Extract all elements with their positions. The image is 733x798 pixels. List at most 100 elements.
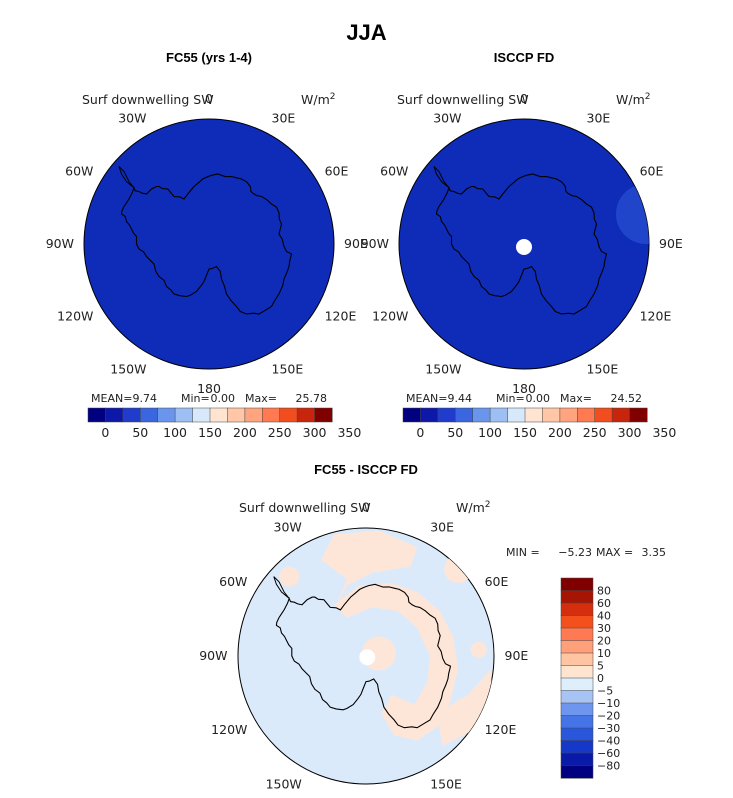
variable-label: Surf downwelling SW — [82, 92, 214, 107]
colorbar-swatch — [472, 407, 491, 423]
stat-max: 25.78 — [296, 392, 328, 405]
lon-label: 60E — [485, 574, 509, 589]
positive-anomaly — [321, 530, 418, 612]
colorbar-swatch — [437, 407, 456, 423]
colorbar-swatch — [209, 407, 228, 423]
colorbar-swatch — [420, 407, 439, 423]
lon-label: 120W — [211, 722, 247, 737]
lon-label: 180 — [197, 381, 221, 396]
colorbar-tick-label: −80 — [597, 760, 620, 773]
colorbar-swatch — [455, 407, 474, 423]
lon-label: 30E — [430, 519, 454, 534]
colorbar-swatch — [262, 407, 281, 423]
colorbar-swatch — [314, 407, 333, 423]
lon-label: 60W — [219, 574, 247, 589]
lon-label: 150W — [266, 777, 302, 792]
colorbar-swatch — [157, 407, 176, 423]
colorbar-swatch — [296, 407, 316, 423]
lon-label: 60E — [640, 164, 664, 179]
positive-anomaly — [436, 668, 492, 746]
colorbar-tick-label: 50 — [132, 425, 148, 440]
lon-label: 60W — [380, 164, 408, 179]
colorbar-swatch — [227, 407, 246, 423]
lon-label: 90E — [659, 236, 683, 251]
stat-min-label: MIN = — [506, 546, 540, 559]
colorbar-swatch — [594, 407, 613, 423]
colorbar-tick-label: 50 — [447, 425, 463, 440]
peninsula-coastline — [433, 166, 450, 189]
lon-label: 30E — [272, 110, 296, 125]
colorbar-swatch — [560, 627, 594, 642]
colorbar-tick-label: −10 — [597, 697, 620, 710]
lon-label: 120E — [640, 309, 672, 324]
colorbar-swatch — [489, 407, 509, 423]
units-label: W/m2 — [616, 92, 650, 107]
colorbar-tick-label: 30 — [597, 622, 611, 635]
stat-min: −5.23 — [558, 546, 592, 559]
map-disk — [83, 118, 335, 370]
lon-label: 30W — [274, 519, 302, 534]
figure-title: JJA — [346, 20, 386, 45]
lon-label: 150E — [587, 362, 619, 377]
colorbar-tick-label: 100 — [163, 425, 187, 440]
colorbar-swatch — [244, 407, 263, 423]
colorbar-swatch — [560, 752, 594, 767]
lon-label: 90E — [505, 648, 529, 663]
colorbar-swatch — [560, 577, 594, 592]
colorbar-tick-label: 300 — [303, 425, 327, 440]
lon-label: 30W — [433, 110, 461, 125]
lon-label: 60W — [65, 164, 93, 179]
colorbar-tick-label: 0 — [101, 425, 109, 440]
colorbar-tick-label: 150 — [198, 425, 222, 440]
colorbar-swatch — [140, 407, 159, 423]
colorbar-swatch — [402, 407, 421, 423]
lon-label: 30W — [118, 110, 146, 125]
stat-max-label: Max= — [560, 392, 592, 405]
colorbar-swatch — [105, 407, 124, 423]
colorbar-tick-label: 10 — [597, 647, 611, 660]
colorbar-swatch — [560, 640, 594, 654]
colorbar-swatch — [560, 727, 594, 742]
lon-label: 60E — [325, 164, 349, 179]
colorbar-swatch — [174, 407, 194, 423]
lon-label: 180 — [512, 381, 536, 396]
colorbar-tick-label: −20 — [597, 710, 620, 723]
colorbar-swatch — [560, 602, 594, 617]
colorbar-tick-label: −30 — [597, 722, 620, 735]
colorbar-swatch — [192, 407, 211, 423]
lon-label: 90W — [46, 236, 74, 251]
antarctica-coastline — [275, 583, 452, 729]
units-label: W/m2 — [456, 500, 490, 515]
panel-title: ISCCP FD — [494, 50, 554, 65]
colorbar-tick-label: −40 — [597, 735, 620, 748]
lon-label: 120W — [57, 309, 93, 324]
positive-anomaly — [334, 583, 459, 741]
antarctica-coastline — [435, 173, 608, 315]
stat-max: 24.52 — [611, 392, 643, 405]
colorbar-swatch — [577, 407, 596, 423]
units-superscript: 2 — [645, 92, 651, 102]
colorbar-tick-label: 80 — [597, 585, 611, 598]
colorbar-tick-label: 20 — [597, 635, 611, 648]
colorbar-swatch — [122, 407, 141, 423]
units-label: W/m2 — [301, 92, 335, 107]
lon-label: 0 — [520, 91, 528, 106]
colorbar-tick-label: 150 — [513, 425, 537, 440]
peninsula-coastline — [118, 166, 135, 189]
pole-hole — [516, 239, 532, 255]
panel-title: FC55 (yrs 1-4) — [166, 50, 252, 65]
colorbar-tick-label: 5 — [597, 660, 604, 673]
peninsula-coastline — [273, 576, 290, 599]
colorbar-tick-label: 60 — [597, 597, 611, 610]
pole-hole — [359, 649, 376, 666]
units-superscript: 2 — [485, 500, 491, 510]
panel-model: FC55 (yrs 1-4) Surf downwelling SW W/m2 0 30… — [46, 50, 368, 440]
colorbar-tick-label: 100 — [478, 425, 502, 440]
variable-label: Surf downwelling SW — [397, 92, 529, 107]
colorbar-swatch — [560, 740, 594, 754]
lon-label: 90W — [199, 648, 227, 663]
antarctica-coastline — [120, 173, 293, 315]
colorbar-swatch — [87, 407, 106, 423]
colorbar-tick-label: 0 — [416, 425, 424, 440]
